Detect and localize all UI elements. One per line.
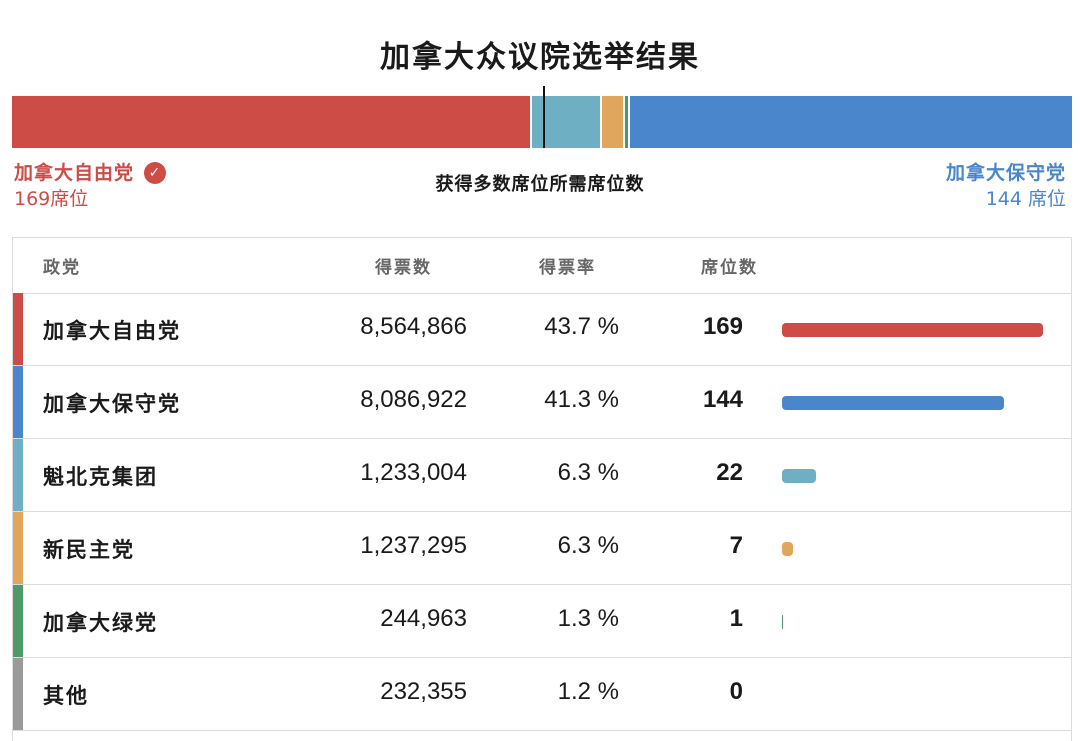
- seats-cell: 7: [729, 532, 743, 559]
- seat-segment-green: [625, 96, 631, 148]
- seat-bar: [782, 323, 1043, 337]
- results-table: 政党 得票数 得票率 席位数 加拿大自由党 8,564,866 43.7 % 169 加…: [12, 237, 1072, 741]
- party-color-stripe: [13, 293, 23, 365]
- header-votes: 得票数: [375, 258, 432, 278]
- votes-cell: 232,355: [380, 678, 467, 705]
- party-name-cell: 魁北克集团: [43, 464, 158, 489]
- party-color-stripe: [13, 439, 23, 511]
- vote-rate-cell: 6.3 %: [557, 532, 619, 559]
- table-row: 加拿大自由党 8,564,866 43.7 % 169: [13, 293, 1071, 366]
- party-name-cell: 加拿大自由党: [43, 318, 181, 343]
- seats-cell: 169: [702, 313, 743, 340]
- table-row: 加拿大保守党 8,086,922 41.3 % 144: [13, 366, 1071, 439]
- seat-segment-conservative: [630, 96, 1072, 148]
- party-name-cell: 新民主党: [43, 537, 135, 562]
- vote-rate-cell: 1.3 %: [557, 605, 619, 632]
- seat-segment-liberal: [12, 96, 533, 148]
- header-rate: 得票率: [539, 258, 596, 278]
- seat-bar: [782, 469, 816, 483]
- vote-rate-cell: 1.2 %: [557, 678, 619, 705]
- runner-up-label: 加拿大保守党 144 席位: [946, 160, 1066, 212]
- votes-cell: 8,086,922: [360, 386, 467, 413]
- party-color-stripe: [13, 658, 23, 730]
- runner-up-seats: 144 席位: [985, 188, 1066, 210]
- vote-rate-cell: 43.7 %: [544, 313, 619, 340]
- seat-bar: [782, 542, 793, 556]
- majority-label: 获得多数席位所需席位数: [435, 174, 645, 195]
- chart-title: 加拿大众议院选举结果: [380, 40, 700, 75]
- seats-cell: 144: [702, 386, 743, 413]
- winner-seats: 169席位: [14, 188, 89, 210]
- party-name-cell: 其他: [43, 683, 89, 708]
- party-name-cell: 加拿大绿党: [43, 610, 158, 635]
- vote-rate-cell: 6.3 %: [557, 459, 619, 486]
- table-row: 加拿大绿党 244,963 1.3 % 1: [13, 585, 1071, 658]
- seats-cell: 22: [716, 459, 743, 486]
- winner-label: 加拿大自由党 ✓ 169席位: [14, 160, 167, 212]
- seat-distribution-bar: [12, 96, 1072, 148]
- party-color-stripe: [13, 366, 23, 438]
- table-header: 政党 得票数 得票率 席位数: [13, 238, 1071, 294]
- votes-cell: 1,233,004: [360, 459, 467, 486]
- seats-cell: 1: [729, 605, 743, 632]
- seat-bar: [782, 615, 783, 629]
- winner-name: 加拿大自由党: [14, 162, 135, 184]
- votes-cell: 244,963: [380, 605, 467, 632]
- table-row: 新民主党 1,237,295 6.3 % 7: [13, 512, 1071, 585]
- seat-segment-ndp: [601, 96, 626, 148]
- runner-up-name: 加拿大保守党: [945, 162, 1066, 184]
- table-row: 其他 232,355 1.2 % 0: [13, 658, 1071, 731]
- party-color-stripe: [13, 512, 23, 584]
- check-circle-icon: ✓: [144, 162, 167, 184]
- votes-cell: 1,237,295: [360, 532, 467, 559]
- table-row: 魁北克集团 1,233,004 6.3 % 22: [13, 439, 1071, 512]
- seat-bar: [782, 396, 1005, 410]
- vote-rate-cell: 41.3 %: [544, 386, 619, 413]
- majority-marker-line: [542, 86, 545, 148]
- votes-cell: 8,564,866: [360, 313, 467, 340]
- party-name-cell: 加拿大保守党: [43, 391, 181, 416]
- seats-cell: 0: [729, 678, 743, 705]
- header-seats: 席位数: [701, 258, 758, 278]
- header-party: 政党: [43, 258, 81, 278]
- party-color-stripe: [13, 585, 23, 657]
